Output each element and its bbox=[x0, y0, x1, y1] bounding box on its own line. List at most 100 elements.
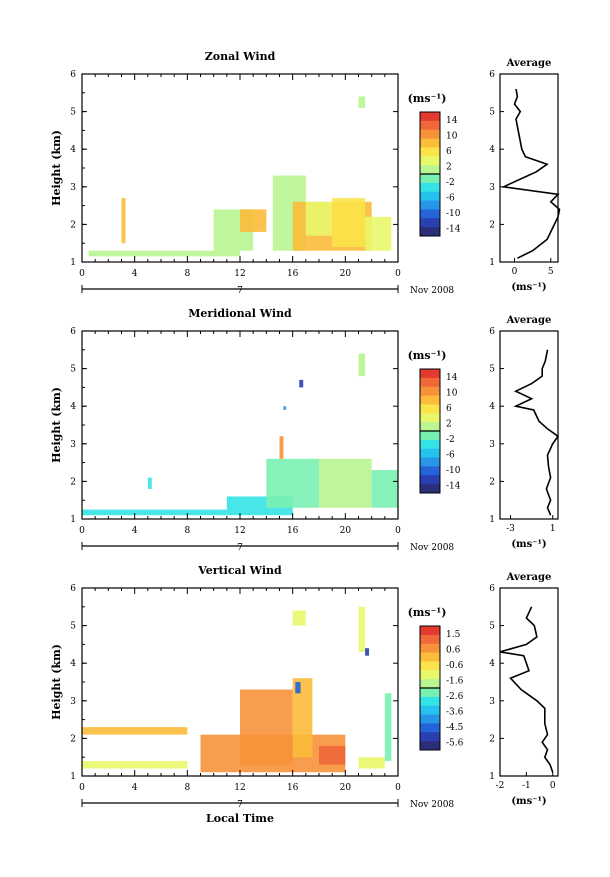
colorbar-unit: (ms⁻¹) bbox=[408, 349, 447, 362]
avg-y-tick-label: 6 bbox=[489, 327, 495, 337]
colorbar-tick-label: -4.5 bbox=[446, 723, 464, 733]
colorbar-segment bbox=[420, 395, 440, 405]
y-tick-label: 5 bbox=[70, 108, 76, 118]
colorbar-tick-label: 2 bbox=[446, 419, 452, 429]
colorbar-tick-label: -2 bbox=[446, 435, 455, 445]
avg-y-tick-label: 5 bbox=[489, 108, 495, 118]
heat-cell-3 bbox=[266, 458, 319, 508]
heat-cell-0 bbox=[82, 509, 227, 516]
colorbar-tick-label: -10 bbox=[446, 209, 461, 219]
avg-x-tick-label: 0 bbox=[512, 267, 518, 277]
average-profile-line bbox=[513, 349, 560, 516]
heat-cell-0 bbox=[82, 760, 188, 769]
colorbar-segment bbox=[420, 696, 440, 707]
heat-cell-5 bbox=[295, 682, 301, 694]
x-tick-label: 0 bbox=[395, 783, 401, 793]
y-axis-title: Height (km) bbox=[50, 387, 63, 463]
colorbar-segment bbox=[420, 475, 440, 485]
avg-y-tick-label: 6 bbox=[489, 70, 495, 80]
heat-cell-8 bbox=[384, 693, 392, 761]
colorbar-segment bbox=[420, 705, 440, 716]
colorbar-segment bbox=[420, 138, 440, 148]
x-tick-label: 4 bbox=[132, 783, 138, 793]
avg-x-tick-label: -3 bbox=[506, 524, 515, 534]
colorbar-segment bbox=[420, 129, 440, 140]
colorbar-segment bbox=[420, 369, 440, 379]
x-tick-label: 4 bbox=[132, 526, 138, 536]
colorbar-segment bbox=[420, 634, 440, 645]
y-axis-title: Height (km) bbox=[50, 130, 63, 206]
colorbar-segment bbox=[420, 413, 440, 423]
day-label: 7 bbox=[237, 286, 243, 296]
x-tick-label: 8 bbox=[184, 783, 190, 793]
colorbar-tick-label: 14 bbox=[446, 373, 458, 383]
x-tick-label: 8 bbox=[184, 269, 190, 279]
y-tick-label: 3 bbox=[70, 697, 76, 707]
colorbar-segment bbox=[420, 431, 440, 441]
colorbar-segment bbox=[420, 147, 440, 157]
colorbar-tick-label: -2 bbox=[446, 178, 455, 188]
colorbar-segment bbox=[420, 191, 440, 202]
heat-cell-1 bbox=[147, 477, 152, 489]
colorbar-segment bbox=[420, 422, 440, 432]
colorbar-tick-label: -1.6 bbox=[446, 676, 464, 686]
average-title: Average bbox=[506, 58, 552, 69]
colorbar-tick-label: -10 bbox=[446, 466, 461, 476]
month-label: Nov 2008 bbox=[410, 286, 454, 296]
heat-cell-0 bbox=[88, 250, 240, 257]
avg-x-tick-label: -1 bbox=[522, 781, 531, 791]
y-tick-label: 3 bbox=[70, 183, 76, 193]
heatmap-cells bbox=[82, 606, 392, 773]
colorbar-tick-label: -5.6 bbox=[446, 738, 464, 748]
panel-title: Zonal Wind bbox=[205, 50, 276, 63]
y-tick-label: 6 bbox=[70, 70, 76, 80]
day-label: 7 bbox=[237, 800, 243, 810]
average-unit: (ms⁻¹) bbox=[511, 796, 546, 807]
x-axis-title: Local Time bbox=[206, 812, 274, 825]
heat-cell-8 bbox=[365, 216, 392, 251]
heat-cell-8 bbox=[371, 470, 398, 508]
y-tick-label: 4 bbox=[70, 402, 76, 412]
colorbar-tick-label: 6 bbox=[446, 147, 452, 157]
colorbar-segment bbox=[420, 156, 440, 166]
avg-y-tick-label: 3 bbox=[489, 440, 495, 450]
avg-y-tick-label: 5 bbox=[489, 622, 495, 632]
average-profile-line bbox=[500, 88, 561, 259]
average-title: Average bbox=[506, 315, 552, 326]
heat-cell-9 bbox=[358, 96, 366, 108]
avg-y-tick-label: 4 bbox=[489, 145, 495, 155]
y-tick-label: 4 bbox=[70, 145, 76, 155]
colorbar-segment bbox=[420, 466, 440, 476]
colorbar-segment bbox=[420, 643, 440, 654]
y-tick-label: 4 bbox=[70, 659, 76, 669]
heat-cell-4 bbox=[292, 678, 313, 758]
x-tick-label: 0 bbox=[79, 526, 85, 536]
average-profile-line bbox=[499, 606, 554, 773]
y-tick-label: 2 bbox=[70, 220, 76, 230]
avg-y-tick-label: 2 bbox=[489, 734, 495, 744]
y-axis-title: Height (km) bbox=[50, 644, 63, 720]
colorbar-segment bbox=[420, 377, 440, 388]
colorbar-segment bbox=[420, 723, 440, 733]
colorbar-segment bbox=[420, 626, 440, 636]
x-tick-label: 12 bbox=[234, 526, 245, 536]
colorbar-segment bbox=[420, 165, 440, 175]
x-tick-label: 16 bbox=[287, 269, 299, 279]
colorbar-unit: (ms⁻¹) bbox=[408, 606, 447, 619]
average-frame bbox=[499, 73, 559, 263]
colorbar-segment bbox=[420, 386, 440, 397]
colorbar-tick-label: 2 bbox=[446, 162, 452, 172]
x-tick-label: 20 bbox=[340, 269, 352, 279]
x-tick-label: 0 bbox=[79, 783, 85, 793]
avg-y-tick-label: 1 bbox=[489, 258, 495, 268]
average-title: Average bbox=[506, 572, 552, 583]
heat-cell-5 bbox=[299, 379, 304, 388]
average-unit: (ms⁻¹) bbox=[511, 539, 546, 550]
x-tick-label: 16 bbox=[287, 526, 299, 536]
avg-y-tick-label: 5 bbox=[489, 365, 495, 375]
colorbar-segment bbox=[420, 688, 440, 698]
